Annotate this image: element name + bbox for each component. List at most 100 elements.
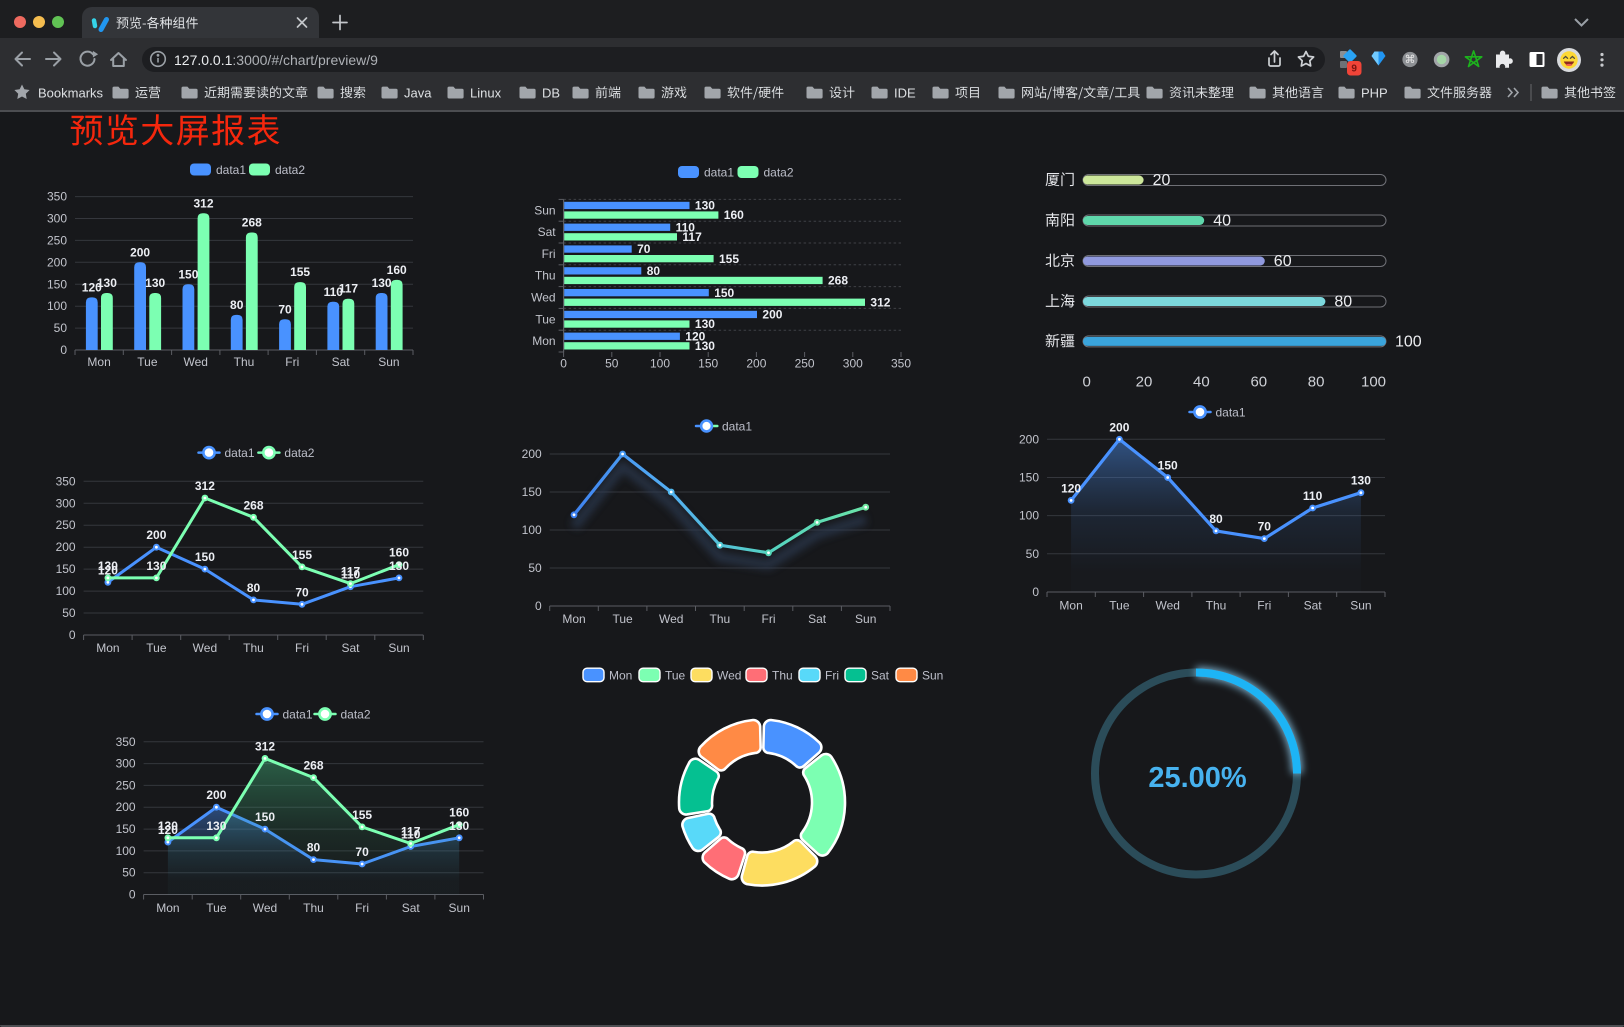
svg-text:100: 100 — [47, 299, 67, 313]
svg-text:200: 200 — [522, 447, 542, 461]
svg-text:155: 155 — [352, 808, 372, 822]
svg-text:110: 110 — [1303, 489, 1323, 503]
svg-text:Sat: Sat — [402, 901, 421, 915]
svg-text:0: 0 — [69, 628, 76, 642]
svg-text:Thu: Thu — [535, 269, 556, 283]
svg-text:150: 150 — [522, 485, 542, 499]
svg-text:250: 250 — [47, 233, 67, 247]
svg-text:0: 0 — [560, 357, 567, 371]
svg-text:120: 120 — [158, 823, 178, 837]
svg-text:70: 70 — [278, 302, 292, 316]
svg-text:120: 120 — [82, 280, 102, 294]
svg-text:130: 130 — [695, 199, 715, 213]
svg-text:160: 160 — [449, 806, 469, 820]
svg-text:127.0.0.1:3000/#/chart/preview: 127.0.0.1:3000/#/chart/preview/9 — [174, 52, 378, 68]
svg-text:Tue: Tue — [146, 641, 167, 655]
svg-text:Sun: Sun — [855, 612, 876, 626]
svg-text:200: 200 — [762, 308, 782, 322]
svg-text:130: 130 — [97, 276, 117, 290]
svg-text:150: 150 — [178, 267, 198, 281]
svg-text:Sun: Sun — [388, 641, 409, 655]
svg-text:Sat: Sat — [1304, 599, 1323, 613]
svg-text:Mon: Mon — [562, 612, 585, 626]
svg-text:data1: data1 — [225, 446, 255, 460]
svg-text:150: 150 — [1019, 471, 1039, 485]
svg-text:200: 200 — [130, 245, 150, 259]
svg-text:40: 40 — [1193, 374, 1210, 391]
svg-text:70: 70 — [295, 585, 309, 599]
svg-text:268: 268 — [243, 498, 263, 512]
svg-text:Thu: Thu — [772, 669, 793, 683]
svg-text:100: 100 — [56, 584, 76, 598]
svg-text:Bookmarks: Bookmarks — [38, 86, 104, 101]
svg-text:110: 110 — [324, 285, 344, 299]
svg-text:PHP: PHP — [1361, 86, 1388, 101]
svg-text:Thu: Thu — [303, 901, 324, 915]
svg-text:130: 130 — [372, 276, 392, 290]
svg-text:110: 110 — [341, 568, 361, 582]
svg-text:80: 80 — [230, 298, 244, 312]
svg-text:117: 117 — [401, 825, 421, 839]
svg-text:Fri: Fri — [1257, 599, 1271, 613]
svg-text:IDE: IDE — [894, 86, 916, 101]
svg-text:Wed: Wed — [659, 612, 683, 626]
svg-text:60: 60 — [1250, 374, 1267, 391]
svg-text:80: 80 — [247, 581, 261, 595]
svg-text:20: 20 — [1136, 374, 1153, 391]
svg-text:Sun: Sun — [534, 203, 555, 217]
svg-text:150: 150 — [56, 562, 76, 576]
svg-text:Sat: Sat — [871, 669, 890, 683]
svg-text:160: 160 — [387, 263, 407, 277]
svg-text:data2: data2 — [284, 446, 314, 460]
svg-text:80: 80 — [1209, 512, 1223, 526]
svg-text:Mon: Mon — [87, 355, 110, 369]
svg-text:Wed: Wed — [183, 355, 207, 369]
svg-text:200: 200 — [1109, 420, 1129, 434]
svg-text:130: 130 — [695, 317, 715, 331]
svg-text:50: 50 — [54, 321, 68, 335]
svg-text:160: 160 — [389, 546, 409, 560]
svg-text:300: 300 — [116, 757, 136, 771]
svg-text:350: 350 — [116, 735, 136, 749]
svg-text:data1: data1 — [216, 163, 246, 177]
svg-text:Tue: Tue — [206, 901, 227, 915]
svg-text:20: 20 — [1153, 172, 1171, 189]
svg-text:Wed: Wed — [253, 901, 277, 915]
svg-text:Mon: Mon — [96, 641, 119, 655]
svg-text:Fri: Fri — [542, 247, 556, 261]
svg-text:Sat: Sat — [332, 355, 351, 369]
svg-text:50: 50 — [122, 866, 136, 880]
svg-text:Wed: Wed — [193, 641, 217, 655]
svg-text:Fri: Fri — [285, 355, 299, 369]
svg-text:200: 200 — [1019, 432, 1039, 446]
svg-text:50: 50 — [1026, 547, 1040, 561]
svg-text:Sat: Sat — [808, 612, 827, 626]
svg-text:Tue: Tue — [612, 612, 633, 626]
svg-text:110: 110 — [401, 828, 421, 842]
svg-text:100: 100 — [1361, 374, 1386, 391]
svg-text:350: 350 — [56, 474, 76, 488]
svg-text:Thu: Thu — [1206, 599, 1227, 613]
svg-text:312: 312 — [255, 739, 275, 753]
svg-text:data1: data1 — [722, 420, 752, 434]
svg-text:Fri: Fri — [295, 641, 309, 655]
svg-text:268: 268 — [303, 759, 323, 773]
svg-text:0: 0 — [60, 343, 67, 357]
svg-text:80: 80 — [647, 264, 661, 278]
svg-text:200: 200 — [746, 357, 766, 371]
svg-text:250: 250 — [795, 357, 815, 371]
svg-text:Sun: Sun — [1350, 599, 1371, 613]
svg-text:⌘: ⌘ — [1405, 54, 1416, 66]
svg-text:200: 200 — [56, 540, 76, 554]
svg-text:100: 100 — [1395, 333, 1422, 350]
svg-text:25.00%: 25.00% — [1148, 762, 1247, 794]
svg-text:70: 70 — [1258, 520, 1272, 534]
svg-text:Thu: Thu — [243, 641, 264, 655]
svg-text:155: 155 — [292, 548, 312, 562]
svg-text:Linux: Linux — [470, 86, 502, 101]
svg-text:350: 350 — [891, 357, 911, 371]
svg-text:155: 155 — [290, 265, 310, 279]
svg-text:100: 100 — [522, 523, 542, 537]
svg-text:data1: data1 — [1216, 406, 1246, 420]
svg-text:150: 150 — [195, 550, 215, 564]
